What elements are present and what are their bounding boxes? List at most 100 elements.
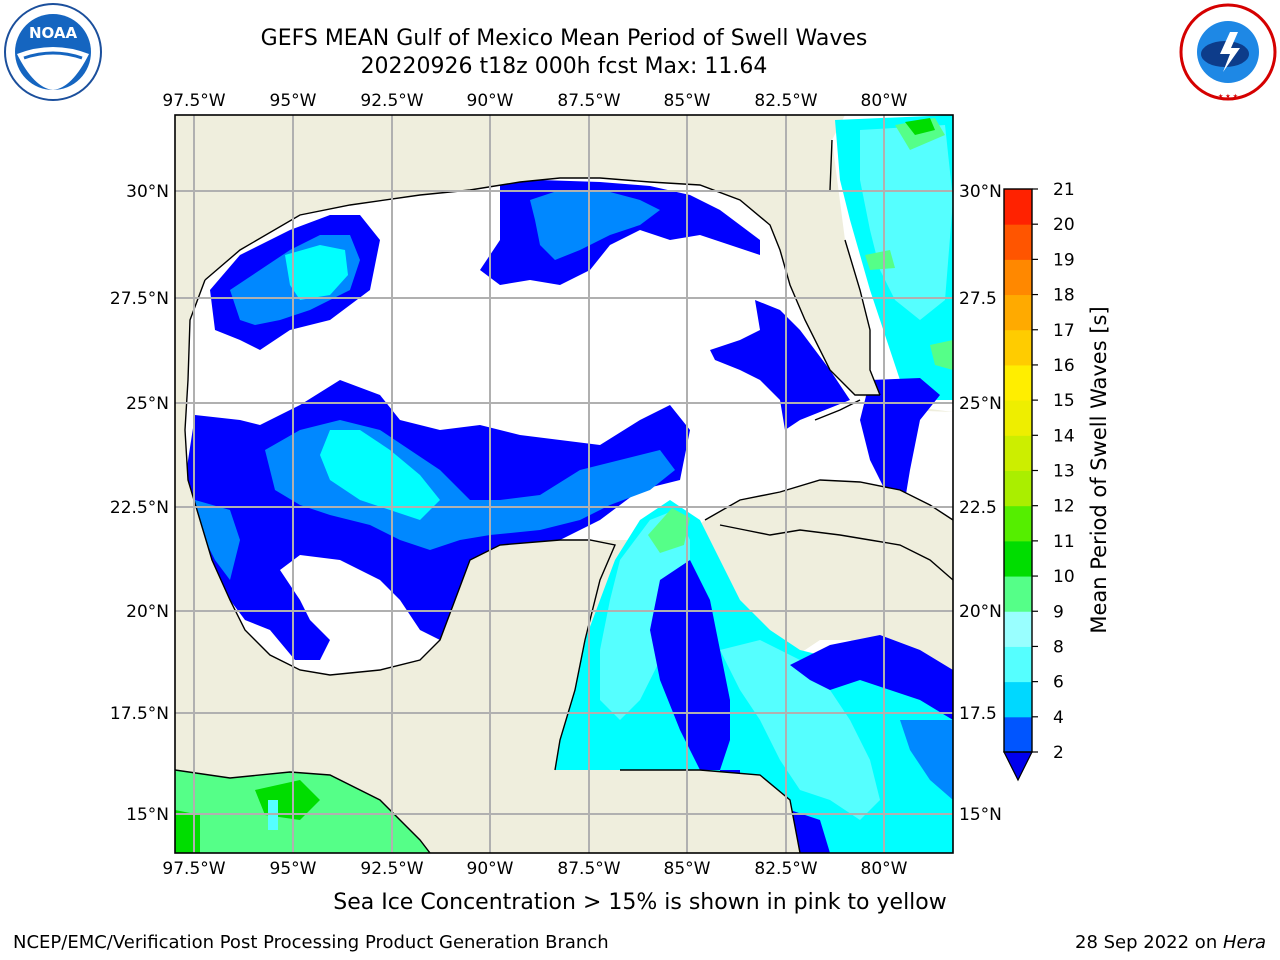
land-florida (740, 140, 880, 395)
colorbar-tick-label: 17 (1053, 321, 1075, 341)
lat-label: 17.5°N (110, 704, 169, 724)
swell-field (790, 635, 953, 720)
colorbar-block (1004, 435, 1032, 471)
swell-field (195, 500, 240, 580)
lat-label: 17.5 (959, 704, 997, 724)
colorbar-block (1004, 224, 1032, 260)
swell-field (865, 250, 895, 270)
map-panel (175, 115, 953, 853)
lon-label: 80°W (861, 91, 908, 111)
lon-label: 90°W (467, 91, 514, 111)
swell-field (530, 190, 660, 260)
footer-date: 28 Sep 2022 on Hera (1075, 932, 1266, 953)
lon-label: 87.5°W (557, 91, 620, 111)
lon-labels-bottom: 97.5°W 95°W 92.5°W 90°W 87.5°W 85°W 82.5… (162, 859, 907, 879)
lon-label: 82.5°W (754, 91, 817, 111)
lat-label: 27.5°N (110, 289, 169, 309)
lat-label: 22.5°N (110, 498, 169, 518)
colorbar-tick-label: 14 (1053, 426, 1075, 446)
colorbar-block (1004, 329, 1032, 366)
colorbar-tick-label: 6 (1053, 673, 1064, 693)
lat-label: 25°N (126, 394, 169, 414)
lat-label: 15°N (959, 805, 1002, 825)
colorbar-tick-label: 11 (1053, 532, 1075, 552)
lat-label: 27.5 (959, 289, 997, 309)
noaa-logo-text: NOAA (29, 24, 78, 42)
colorbar-tick-label: 9 (1053, 602, 1064, 622)
colorbar-tick-label: 18 (1053, 286, 1075, 306)
colorbar-tick-label: 12 (1053, 497, 1075, 517)
lat-labels-left: 30°N 27.5°N 25°N 22.5°N 20°N 17.5°N 15°N (110, 182, 169, 825)
lon-label: 80°W (861, 859, 908, 879)
swell-field (600, 510, 690, 720)
map-frame (174, 114, 954, 854)
land-central-america (330, 760, 800, 853)
land-mexico (175, 430, 480, 778)
colorbar-tick-label: 2 (1053, 743, 1064, 763)
lon-label: 87.5°W (557, 859, 620, 879)
swell-field (285, 245, 348, 300)
swell-field (648, 508, 690, 553)
lat-label: 30°N (126, 182, 169, 202)
lat-label: 15°N (126, 805, 169, 825)
colorbar-block (1004, 400, 1032, 436)
lon-label: 92.5°W (360, 91, 423, 111)
lon-label: 85°W (664, 91, 711, 111)
colorbar-tick-label: 21 (1053, 180, 1075, 200)
swell-field (930, 340, 953, 370)
colorbar-tick-label: 16 (1053, 356, 1075, 376)
colorbar-tick-label: 13 (1053, 462, 1075, 482)
lon-label: 92.5°W (360, 859, 423, 879)
coastlines (175, 139, 953, 853)
swell-field (320, 430, 440, 520)
pacific-water-dark (175, 810, 200, 853)
colorbar-blocks (1004, 189, 1032, 753)
swell-field (905, 118, 935, 135)
colorbar-block (1004, 364, 1032, 401)
colorbar-block (1004, 646, 1032, 683)
footer-host: Hera (1222, 932, 1266, 953)
swell-field (720, 640, 880, 820)
colorbar-tick-label: 8 (1053, 637, 1064, 657)
noaa-logo: NOAA (4, 3, 102, 101)
colorbar-block (1004, 540, 1032, 577)
colorbar-block (1004, 505, 1032, 542)
colorbar-block (1004, 259, 1032, 296)
lon-label: 85°W (664, 859, 711, 879)
colorbar-block (1004, 681, 1032, 718)
colorbar-block (1004, 189, 1032, 225)
swell-field (710, 300, 850, 430)
caption: Sea Ice Concentration > 15% is shown in … (333, 890, 947, 915)
colorbar-tick-label: 15 (1053, 391, 1075, 411)
map-subtitle: 20220926 t18z 000h fcst Max: 11.64 (360, 54, 768, 79)
lon-label: 90°W (467, 859, 514, 879)
lat-labels-right: 30°N 27.5 25°N 22.5 20°N 17.5 15°N (959, 182, 1002, 825)
colorbar-block (1004, 576, 1032, 612)
lat-label: 20°N (959, 602, 1002, 622)
nws-logo: ★ ★ ★ (1179, 3, 1277, 101)
colorbar-tick-label: 19 (1053, 250, 1075, 270)
gridlines (175, 115, 953, 853)
map-title: GEFS MEAN Gulf of Mexico Mean Period of … (260, 26, 868, 51)
swell-field (650, 560, 730, 770)
colorbar-block (1004, 470, 1032, 507)
lon-label: 95°W (270, 859, 317, 879)
lon-label: 97.5°W (162, 91, 225, 111)
land-cuba (705, 480, 953, 580)
lat-label: 30°N (959, 182, 1002, 202)
land-yucatan (380, 540, 615, 780)
footer-date-text: 28 Sep 2022 on (1075, 932, 1223, 953)
lat-label: 22.5 (959, 498, 997, 518)
colorbar-ticks: 2 4 6 8 9 10 11 12 13 14 15 16 17 18 19 20 21 (1032, 180, 1075, 763)
colorbar-block (1004, 294, 1032, 331)
svg-text:★ ★ ★: ★ ★ ★ (1218, 93, 1238, 100)
colorbar-tick-label: 4 (1053, 708, 1064, 728)
colorbar-label: Mean Period of Swell Waves [s] (1087, 306, 1111, 633)
footer-credit: NCEP/EMC/Verification Post Processing Pr… (13, 932, 609, 953)
land-us (175, 115, 835, 430)
lat-label: 20°N (126, 602, 169, 622)
swell-field (790, 810, 830, 853)
colorbar-block (1004, 611, 1032, 647)
colorbar-tick-label: 20 (1053, 215, 1075, 235)
